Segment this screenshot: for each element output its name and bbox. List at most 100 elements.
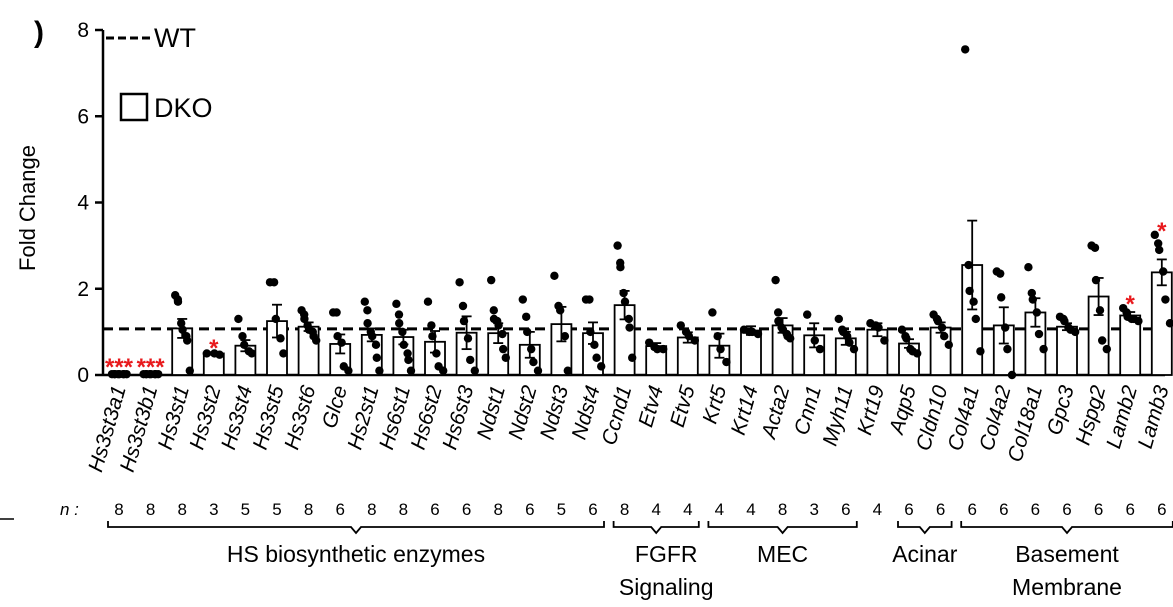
data-point	[961, 45, 970, 54]
data-point	[247, 349, 256, 358]
sample-size-row: n : 8 8 8 3 5 5 8 6 8 8 6 6 8 6 5 6 8 4 4 4 4 8 3 6 4 6 6 6 6 6 6 6 6 6	[60, 500, 1167, 519]
data-point	[375, 366, 384, 375]
data-point	[1034, 329, 1044, 339]
x-tick-label: Krt14	[727, 383, 763, 438]
data-point	[404, 355, 413, 365]
y-tick-label: 6	[77, 105, 89, 128]
x-tick-labels: Hs3st3a1Hs3st3b1Hs3st1Hs3st2Hs3st4Hs3st5…	[84, 383, 1173, 475]
data-point	[466, 355, 475, 365]
group-label: Signaling	[619, 574, 714, 600]
data-point	[563, 366, 572, 375]
legend-dko-marker	[119, 92, 149, 122]
data-point	[810, 336, 819, 345]
data-point	[1098, 336, 1107, 345]
data-point	[843, 331, 852, 341]
data-point	[834, 314, 843, 324]
data-point	[1161, 295, 1170, 304]
data-point	[708, 308, 717, 317]
n-value: 6	[967, 500, 976, 519]
n-value: 4	[651, 500, 660, 519]
n-value: 8	[399, 500, 408, 519]
n-value: 8	[146, 500, 155, 519]
data-point	[676, 321, 685, 330]
data-point	[1027, 288, 1037, 298]
group-bracket	[612, 521, 700, 535]
data-point	[432, 349, 441, 358]
legend-dko-label: DKO	[154, 93, 213, 123]
data-point	[845, 338, 854, 347]
x-tick-label: Etv5	[666, 383, 700, 430]
n-value: 6	[430, 500, 439, 519]
data-point	[1150, 230, 1160, 240]
data-point	[590, 340, 599, 350]
data-point	[556, 306, 565, 315]
panel-letter-fragment: )	[34, 16, 44, 49]
data-point	[470, 366, 479, 375]
group-bracket	[707, 521, 858, 535]
data-point	[459, 316, 469, 326]
n-value: 6	[462, 500, 471, 519]
data-point	[337, 338, 346, 347]
data-point	[300, 314, 309, 324]
x-tick-label: Krt19	[853, 383, 889, 438]
data-point	[529, 357, 538, 367]
data-point	[964, 260, 973, 270]
bars-layer: *** ******	[105, 45, 1173, 381]
data-point	[527, 344, 536, 354]
n-value: 6	[904, 500, 913, 519]
data-point	[368, 331, 377, 341]
data-point	[463, 334, 473, 343]
data-point	[1007, 370, 1017, 380]
data-point	[1091, 275, 1101, 285]
data-point	[371, 340, 381, 350]
n-value: 6	[1062, 500, 1071, 519]
data-point	[1024, 262, 1033, 272]
data-point	[271, 314, 280, 324]
n-label: n :	[60, 500, 79, 519]
data-point	[202, 349, 211, 358]
legend: WT DKO	[106, 23, 213, 123]
x-tick-label: Krt5	[698, 383, 731, 427]
x-tick-label: Cnn1	[790, 383, 826, 438]
data-point	[423, 297, 433, 306]
data-point	[913, 349, 922, 358]
data-point	[394, 310, 404, 319]
data-point	[372, 353, 381, 362]
n-value: 5	[557, 500, 566, 519]
significance-marker: ***	[137, 354, 166, 381]
data-point	[1039, 344, 1048, 354]
n-value: 8	[177, 500, 186, 519]
data-point	[586, 327, 595, 337]
n-value: 6	[1157, 500, 1166, 519]
data-point	[1090, 243, 1100, 252]
data-point	[498, 329, 507, 339]
data-point	[659, 344, 668, 354]
n-value: 6	[525, 500, 534, 519]
data-point	[550, 271, 559, 281]
significance-marker: *	[1126, 291, 1136, 318]
data-point	[996, 269, 1005, 278]
data-point	[771, 275, 780, 285]
data-point	[363, 319, 372, 328]
n-value: 5	[241, 500, 250, 519]
data-point	[522, 312, 531, 321]
group-bracket	[897, 521, 953, 535]
n-value: 6	[1094, 500, 1103, 519]
group-label: FGFR	[635, 541, 698, 567]
data-point	[940, 331, 949, 341]
data-point	[392, 299, 401, 309]
group-bracket	[107, 521, 605, 535]
n-value: 4	[683, 500, 692, 519]
group-label: Basement	[1015, 541, 1119, 567]
data-point	[1102, 344, 1112, 354]
data-point	[613, 241, 622, 250]
data-point	[154, 369, 163, 379]
data-point	[240, 340, 249, 350]
data-point	[616, 262, 625, 272]
group-label: Acinar	[892, 541, 958, 567]
data-point	[499, 344, 508, 354]
y-axis-label: Fold Change	[15, 145, 40, 271]
group-label: MEC	[757, 541, 808, 567]
n-value: 6	[999, 500, 1008, 519]
data-point	[399, 340, 408, 350]
